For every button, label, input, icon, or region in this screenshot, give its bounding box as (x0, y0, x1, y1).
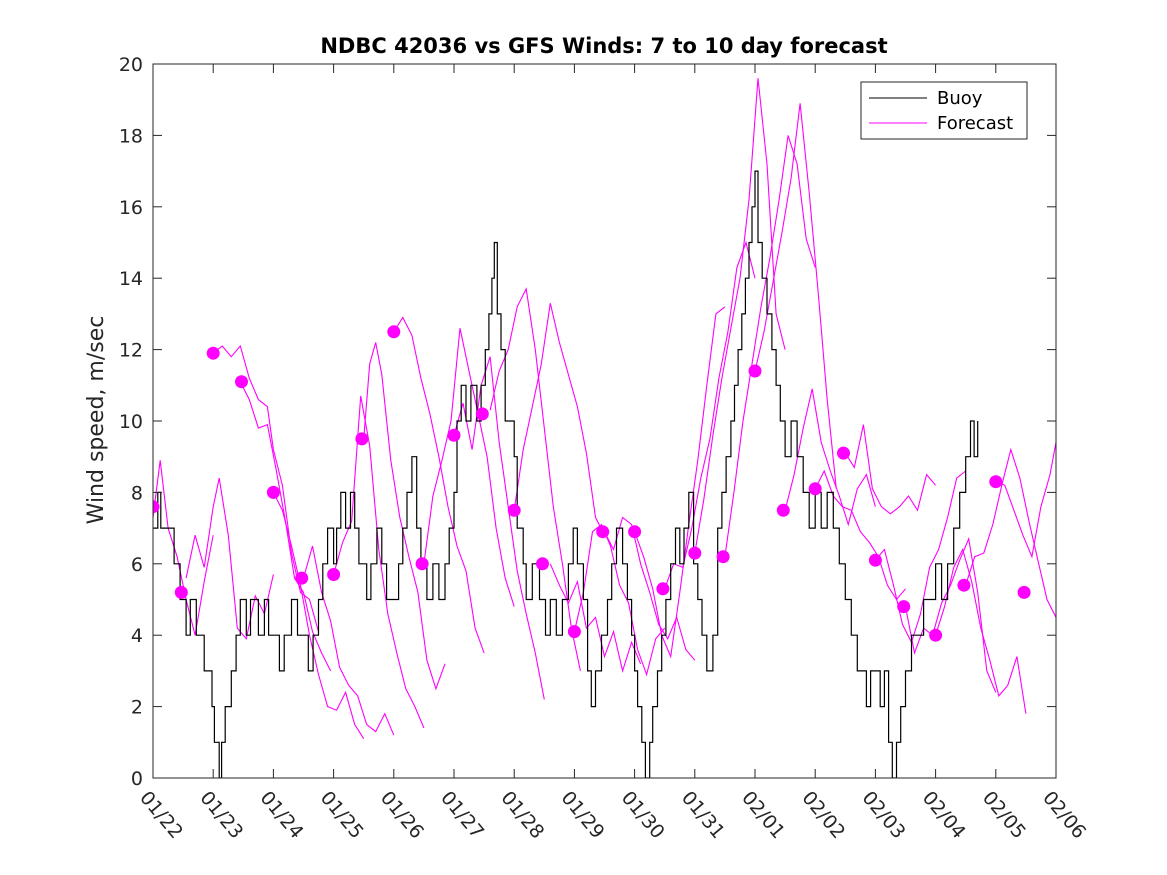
y-tick-label: 6 (131, 554, 143, 576)
forecast-marker-27 (957, 578, 971, 592)
x-tick-label: 01/28 (496, 787, 548, 843)
forecast-marker-22 (808, 482, 822, 496)
x-tick-label: 02/05 (978, 787, 1030, 843)
y-axis-label: Wind speed, m/sec (84, 316, 109, 525)
forecast-track-24 (874, 470, 967, 644)
plot-area (153, 64, 1056, 778)
forecast-marker-28 (989, 475, 1003, 489)
x-tick-label: 02/04 (918, 787, 970, 843)
forecast-track-13 (549, 563, 642, 673)
x-tick-label: 02/03 (858, 787, 910, 843)
forecast-track-20 (754, 103, 837, 489)
forecast-marker-19 (716, 550, 730, 564)
forecast-marker-14 (567, 625, 581, 639)
forecast-marker-20 (748, 364, 762, 378)
forecast-track-14 (573, 523, 666, 677)
forecast-track-4 (272, 492, 365, 739)
forecast-marker-8 (387, 325, 401, 339)
forecast-track-0 (153, 460, 214, 636)
x-tick-label: 01/29 (557, 787, 609, 843)
forecast-track-27 (965, 447, 1056, 618)
x-tick-label: 01/25 (316, 787, 368, 843)
forecast-marker-21 (776, 503, 790, 517)
forecast-marker-9 (415, 557, 429, 571)
forecast-marker-23 (837, 446, 850, 460)
forecast-track-2 (212, 344, 320, 632)
forecast-marker-10 (447, 428, 461, 442)
x-tick-label: 01/24 (256, 787, 308, 843)
y-tick-label: 18 (119, 125, 143, 147)
x-tick-label: 01/22 (135, 787, 187, 843)
forecast-marker-17 (656, 582, 670, 596)
forecast-marker-7 (355, 432, 369, 446)
x-tick-label: 01/31 (677, 787, 729, 843)
forecast-track-9 (423, 328, 515, 607)
data-layer (153, 78, 1056, 778)
x-tick-label: 01/30 (617, 787, 669, 843)
forecast-marker-2 (206, 346, 220, 360)
forecast-track-5 (302, 545, 395, 736)
forecast-track-8 (393, 316, 485, 654)
x-tick-label: 02/06 (1038, 787, 1090, 843)
legend: Buoy Forecast (860, 81, 1028, 140)
forecast-track-12 (513, 303, 605, 536)
y-tick-label: 4 (131, 625, 143, 647)
y-tick-label: 0 (131, 768, 143, 790)
forecast-track-10 (453, 356, 545, 700)
legend-buoy-label: Buoy (937, 88, 983, 109)
forecast-track-26 (935, 547, 1027, 714)
forecast-track-22 (814, 469, 906, 601)
x-tick-label: 02/01 (737, 787, 789, 843)
x-tick-label: 01/23 (195, 787, 247, 843)
forecast-marker-11 (475, 407, 489, 421)
x-tick-label: 01/27 (436, 787, 488, 843)
chart-title: NDBC 42036 vs GFS Winds: 7 to 10 day for… (320, 34, 887, 58)
forecast-marker-18 (688, 546, 702, 560)
legend-forecast-label: Forecast (937, 113, 1013, 134)
forecast-track-23 (844, 424, 937, 515)
forecast-marker-24 (868, 553, 882, 567)
y-tick-label: 8 (131, 482, 143, 504)
forecast-marker-12 (507, 503, 521, 517)
forecast-track-28 (995, 442, 1056, 559)
forecast-marker-3 (235, 375, 248, 389)
forecast-marker-6 (327, 568, 341, 581)
forecast-track-19 (724, 135, 816, 557)
forecast-marker-15 (596, 525, 610, 539)
forecast-marker-0 (153, 500, 160, 514)
forecast-marker-16 (628, 525, 642, 539)
forecast-marker-5 (295, 571, 309, 585)
forecast-track-25 (904, 536, 997, 693)
y-tick-label: 10 (119, 411, 143, 433)
forecast-marker-26 (929, 628, 943, 642)
forecast-marker-25 (897, 600, 911, 614)
buoy-line (153, 170, 979, 778)
y-tick-label: 16 (119, 197, 143, 219)
y-tick-label: 20 (119, 54, 143, 76)
forecast-track-21 (784, 388, 876, 527)
forecast-marker-29 (1017, 585, 1031, 599)
forecast-marker-13 (536, 557, 549, 571)
forecast-track-7 (363, 342, 446, 691)
forecast-track-17 (664, 240, 756, 589)
legend-box (860, 81, 1028, 140)
x-tick-label: 01/26 (376, 787, 428, 843)
forecast-track-16 (634, 306, 726, 659)
forecast-marker-4 (266, 485, 280, 499)
y-tick-label: 12 (119, 340, 143, 362)
x-tick-label: 02/02 (797, 787, 849, 843)
forecast-track-18 (694, 78, 786, 554)
y-tick-label: 14 (119, 268, 143, 290)
y-tick-label: 2 (131, 697, 143, 719)
forecast-marker-1 (174, 585, 188, 599)
